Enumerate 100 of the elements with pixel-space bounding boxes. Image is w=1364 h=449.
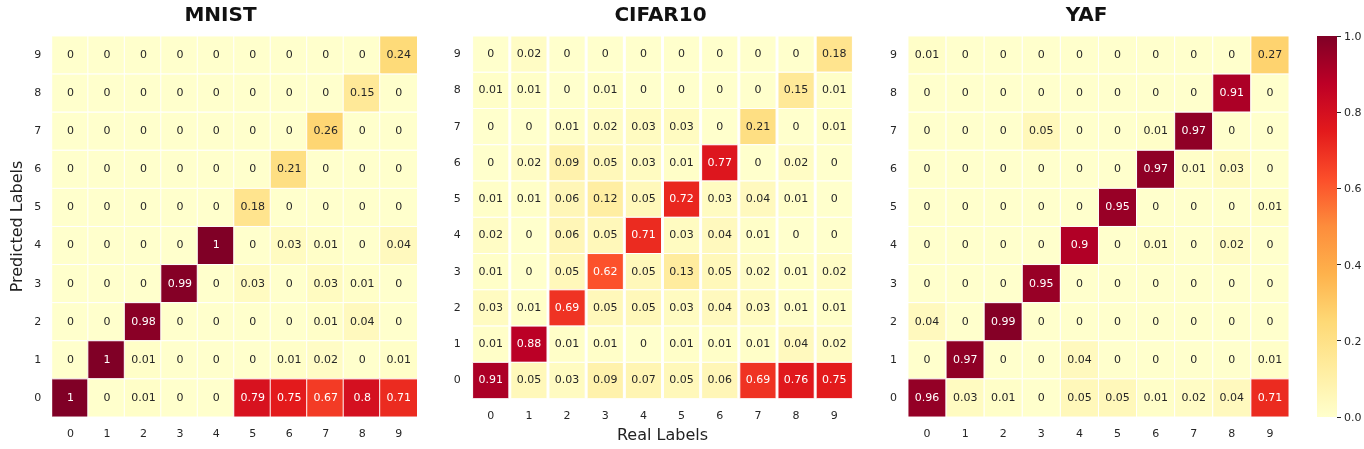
data-label: 0.05 <box>631 300 656 314</box>
data-label: 0 <box>1075 86 1083 100</box>
data-label: 0 <box>961 47 969 61</box>
data-label: 0.02 <box>592 119 618 133</box>
data-label: 0.03 <box>240 276 266 290</box>
data-label: 0 <box>961 124 969 138</box>
y-tick-label: 6 <box>890 162 897 176</box>
data-label: 0 <box>999 47 1007 61</box>
x-tick-label: 5 <box>1114 427 1122 441</box>
data-label: 0.03 <box>669 119 694 133</box>
data-label: 0.18 <box>822 46 847 60</box>
data-label: 0 <box>1190 47 1198 61</box>
data-label: 1 <box>66 390 74 404</box>
data-label: 0.95 <box>1029 276 1054 290</box>
data-label: 0 <box>139 124 147 138</box>
data-label: 0 <box>830 228 838 242</box>
x-tick-label: 1 <box>103 427 111 441</box>
data-label: 0.04 <box>1067 352 1092 366</box>
data-label: 0.15 <box>350 86 375 100</box>
x-tick-label: 6 <box>1152 427 1160 441</box>
data-label: 0 <box>139 200 147 214</box>
data-label: 0 <box>1190 238 1198 252</box>
data-label: 0 <box>1266 276 1274 290</box>
data-label: 0 <box>487 46 495 60</box>
data-label: 0 <box>487 119 495 133</box>
data-label: 0.05 <box>592 228 618 242</box>
data-label: 0 <box>1190 314 1198 328</box>
data-label: 0.05 <box>592 155 618 169</box>
color-bar-label: 0.6 <box>1344 181 1362 195</box>
data-label: 0.01 <box>516 83 542 97</box>
data-label: 0 <box>1114 238 1122 252</box>
data-label: 0.02 <box>478 228 503 242</box>
data-label: 0.01 <box>478 337 503 351</box>
data-label: 0 <box>1037 390 1045 404</box>
data-label: 0.79 <box>240 390 266 404</box>
data-label: 0.76 <box>783 373 809 387</box>
data-label: 0.21 <box>745 119 771 133</box>
data-label: 0.04 <box>914 314 940 328</box>
data-label: 0 <box>66 352 74 366</box>
data-label: 0 <box>961 86 969 100</box>
data-label: 0 <box>792 46 800 60</box>
data-label: 0 <box>212 352 220 366</box>
data-label: 0.98 <box>131 314 156 328</box>
data-label: 0 <box>103 86 111 100</box>
data-label: 0.04 <box>350 314 375 328</box>
data-label: 0.88 <box>516 337 542 351</box>
data-label: 0.01 <box>1181 162 1206 176</box>
data-label: 0 <box>212 314 220 328</box>
y-tick-label: 6 <box>34 162 42 176</box>
data-label: 0.05 <box>707 264 733 278</box>
data-label: 0 <box>285 276 293 290</box>
data-label: 0.01 <box>669 337 694 351</box>
data-label: 0.09 <box>554 155 580 169</box>
data-label: 0.07 <box>631 373 656 387</box>
data-label: 0 <box>212 390 220 404</box>
y-tick-label: 4 <box>453 228 461 242</box>
y-tick-label: 1 <box>453 337 461 351</box>
x-tick-label: 6 <box>285 427 293 441</box>
data-label: 0 <box>1114 124 1122 138</box>
data-label: 0.01 <box>516 300 542 314</box>
data-label: 0.26 <box>313 124 339 138</box>
data-label: 0 <box>358 47 366 61</box>
data-label: 0 <box>716 119 724 133</box>
data-label: 0 <box>923 276 931 290</box>
y-tick-label: 2 <box>890 314 897 328</box>
data-label: 0 <box>1075 124 1083 138</box>
data-label: 0.03 <box>478 300 503 314</box>
data-label: 0 <box>103 238 111 252</box>
data-label: 0.01 <box>822 119 847 133</box>
data-label: 0.03 <box>952 390 978 404</box>
data-label: 0 <box>999 86 1007 100</box>
x-tick-label: 3 <box>1037 427 1045 441</box>
x-tick-label: 5 <box>249 427 257 441</box>
data-label: 0 <box>66 86 74 100</box>
data-label: 0.99 <box>991 314 1016 328</box>
data-label: 0.03 <box>631 155 656 169</box>
data-label: 0.01 <box>478 264 503 278</box>
data-label: 0 <box>176 352 184 366</box>
data-label: 0 <box>1152 352 1160 366</box>
data-label: 0 <box>176 124 184 138</box>
color-bar-label: 0.4 <box>1344 258 1362 272</box>
color-bar-label: 1.0 <box>1344 29 1362 43</box>
x-tick-label: 6 <box>716 409 724 423</box>
y-tick-label: 1 <box>890 352 897 366</box>
data-label: 0 <box>716 46 724 60</box>
data-label: 0 <box>212 86 220 100</box>
y-tick-label: 3 <box>34 276 42 290</box>
x-tick-label: 2 <box>563 409 571 423</box>
data-label: 0 <box>999 238 1007 252</box>
data-label: 0.13 <box>669 264 694 278</box>
data-label: 0 <box>66 314 74 328</box>
data-label: 0 <box>961 200 969 214</box>
data-label: 0 <box>1266 124 1274 138</box>
data-label: 0 <box>1152 314 1160 328</box>
data-label: 0.01 <box>313 314 339 328</box>
data-label: 0 <box>285 124 293 138</box>
data-label: 0 <box>176 162 184 176</box>
data-label: 0 <box>358 238 366 252</box>
data-label: 0 <box>1114 276 1122 290</box>
data-label: 0 <box>525 119 533 133</box>
